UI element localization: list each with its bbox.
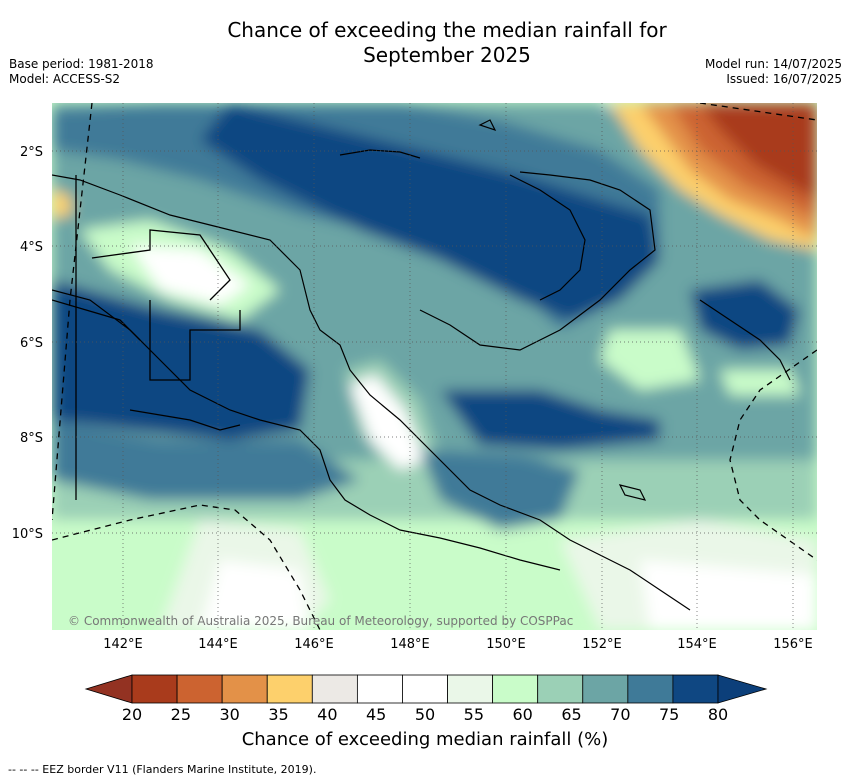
lon-label: 156°E bbox=[773, 637, 813, 652]
colorbar-label: Chance of exceeding median rainfall (%) bbox=[241, 729, 609, 750]
title-line-1: Chance of exceeding the median rainfall … bbox=[227, 18, 667, 42]
lat-label: 4°S bbox=[20, 240, 43, 255]
colorbar-under-arrow bbox=[84, 674, 133, 704]
lon-labels: 142°E 144°E 146°E 148°E 150°E 152°E 154°… bbox=[103, 637, 813, 652]
colorbar-swatch bbox=[492, 674, 539, 704]
lon-label: 146°E bbox=[294, 637, 334, 652]
colorbar-swatch bbox=[402, 674, 448, 704]
colorbar-tick-label: 20 bbox=[122, 705, 142, 724]
map-title: Chance of exceeding the median rainfall … bbox=[0, 18, 850, 68]
model-run: Model run: 14/07/2025 bbox=[704, 57, 842, 71]
colorbar-tick-label: 80 bbox=[708, 705, 728, 724]
colorbar-tick-label: 50 bbox=[415, 705, 435, 724]
colorbar-swatch bbox=[582, 674, 629, 704]
lon-label: 152°E bbox=[582, 637, 622, 652]
colorbar-tick-label: 30 bbox=[219, 705, 239, 724]
eez-footnote: -- -- -- EEZ border V11 (Flanders Marine… bbox=[8, 763, 317, 776]
eez-border bbox=[52, 103, 817, 630]
probability-field bbox=[52, 103, 817, 630]
lon-label: 142°E bbox=[103, 637, 143, 652]
colorbar-tick-label: 60 bbox=[512, 705, 532, 724]
colorbar-swatch bbox=[672, 674, 719, 704]
colorbar-tick-label: 65 bbox=[561, 705, 581, 724]
map-panel: © Commonwealth of Australia 2025, Bureau… bbox=[52, 103, 817, 630]
colorbar-swatch bbox=[311, 674, 358, 704]
lat-label: 6°S bbox=[20, 336, 43, 351]
colorbar-swatch bbox=[627, 674, 674, 704]
colorbar-swatch bbox=[537, 674, 584, 704]
model-name: Model: ACCESS-S2 bbox=[9, 72, 121, 86]
colorbar-tick-label: 70 bbox=[610, 705, 630, 724]
meta-left: Base period: 1981-2018 Model: ACCESS-S2 bbox=[9, 57, 154, 87]
colorbar-tick-label: 55 bbox=[464, 705, 484, 724]
colorbar-tick-label: 45 bbox=[366, 705, 386, 724]
lat-label: 2°S bbox=[20, 145, 43, 160]
colorbar-tick-label: 75 bbox=[659, 705, 679, 724]
lat-label: 8°S bbox=[20, 431, 43, 446]
lon-label: 144°E bbox=[198, 637, 238, 652]
colorbar-swatch bbox=[356, 674, 403, 704]
base-period: Base period: 1981-2018 bbox=[9, 57, 154, 71]
colorbar-swatch bbox=[447, 674, 494, 704]
colorbar-tick-label: 35 bbox=[268, 705, 288, 724]
copyright-text: © Commonwealth of Australia 2025, Bureau… bbox=[68, 614, 573, 628]
country-borders bbox=[52, 175, 241, 500]
lon-label: 148°E bbox=[390, 637, 430, 652]
lon-label: 154°E bbox=[677, 637, 717, 652]
lat-label: 10°S bbox=[12, 527, 43, 542]
colorbar-over-arrow bbox=[717, 674, 768, 704]
colorbar-swatch bbox=[131, 674, 178, 704]
colorbar-tick-label: 25 bbox=[171, 705, 191, 724]
meta-right: Model run: 14/07/2025 Issued: 16/07/2025 bbox=[705, 57, 842, 87]
issued-date: Issued: 16/07/2025 bbox=[726, 72, 842, 86]
title-line-2: September 2025 bbox=[363, 43, 531, 67]
colorbar-swatch bbox=[266, 674, 313, 704]
colorbar-swatch bbox=[221, 674, 268, 704]
colorbar-swatch bbox=[176, 674, 223, 704]
colorbar-tick-label: 40 bbox=[317, 705, 337, 724]
colorbar: 20 25 30 35 40 45 50 55 60 65 70 75 80 bbox=[84, 674, 768, 724]
lon-label: 150°E bbox=[486, 637, 526, 652]
lat-labels: 2°S 4°S 6°S 8°S 10°S bbox=[12, 145, 43, 542]
